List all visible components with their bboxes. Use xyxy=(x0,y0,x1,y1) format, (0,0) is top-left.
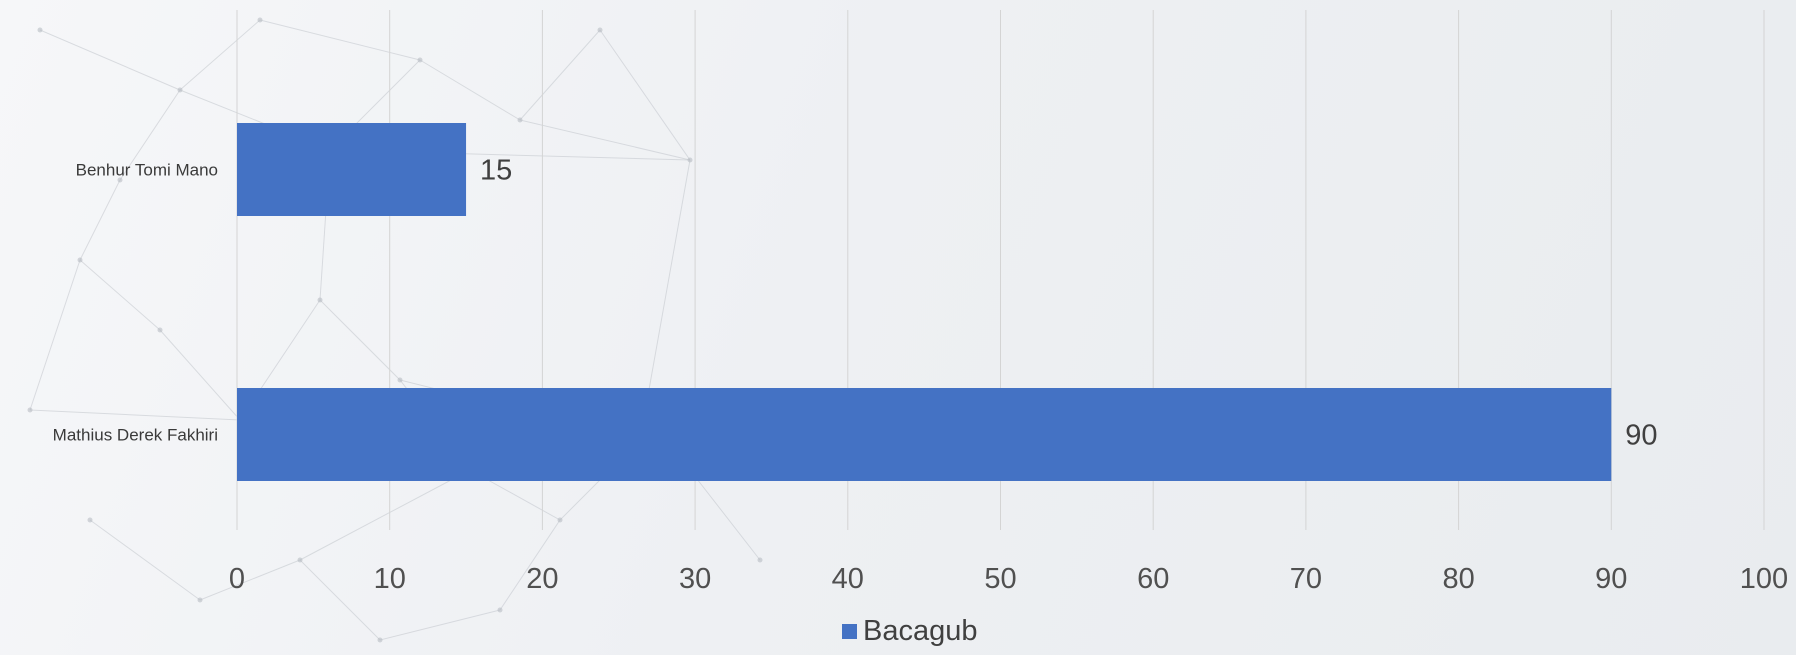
background-node xyxy=(77,257,83,263)
x-tick-label: 40 xyxy=(832,563,864,595)
x-tick-label: 60 xyxy=(1137,563,1169,595)
x-tick-label: 0 xyxy=(229,563,245,595)
background-node xyxy=(557,517,563,523)
background-node xyxy=(197,597,203,603)
background-link xyxy=(689,469,761,561)
background-node xyxy=(257,17,263,23)
background-node xyxy=(597,27,603,33)
background-link xyxy=(29,259,81,411)
background-node xyxy=(317,297,323,303)
data-label: 90 xyxy=(1625,420,1657,452)
x-tick-label: 70 xyxy=(1290,563,1322,595)
background-link xyxy=(419,59,521,121)
background-node xyxy=(377,637,383,643)
background-node xyxy=(757,557,763,563)
background-link xyxy=(379,609,501,641)
background-link xyxy=(39,29,181,91)
background-node xyxy=(497,607,503,613)
category-label: Mathius Derek Fakhiri xyxy=(53,426,218,445)
x-tick-label: 50 xyxy=(984,563,1016,595)
background-link xyxy=(159,329,241,421)
background-link xyxy=(519,119,691,161)
background-link xyxy=(199,559,301,601)
background-link xyxy=(259,19,421,61)
background-node xyxy=(37,27,43,33)
background-link xyxy=(499,519,561,611)
legend-swatch xyxy=(842,624,857,639)
background-link xyxy=(29,409,241,421)
background-node xyxy=(687,157,693,163)
background-link xyxy=(119,89,181,181)
bar xyxy=(237,123,467,216)
background-node xyxy=(177,87,183,93)
background-link xyxy=(179,19,261,91)
x-tick-label: 10 xyxy=(374,563,406,595)
background-link xyxy=(79,179,121,261)
x-tick-label: 80 xyxy=(1442,563,1474,595)
background-node xyxy=(117,177,123,183)
x-tick-label: 90 xyxy=(1595,563,1627,595)
x-tick-label: 100 xyxy=(1740,563,1788,595)
background-node xyxy=(87,517,93,523)
background-node xyxy=(517,117,523,123)
bar xyxy=(237,388,1612,481)
background-link xyxy=(519,29,601,121)
legend-label: Bacagub xyxy=(863,615,978,647)
data-label: 15 xyxy=(480,155,512,187)
background-link xyxy=(299,559,381,641)
background-node xyxy=(417,57,423,63)
category-label: Benhur Tomi Mano xyxy=(76,161,218,180)
background-node xyxy=(397,377,403,383)
background-link xyxy=(319,299,401,381)
x-tick-label: 20 xyxy=(526,563,558,595)
background-node xyxy=(297,557,303,563)
background-link xyxy=(299,469,471,561)
background-link xyxy=(79,259,161,331)
background-link xyxy=(89,519,201,601)
background-node xyxy=(27,407,33,413)
background-node xyxy=(157,327,163,333)
background-link xyxy=(599,29,691,161)
x-tick-label: 30 xyxy=(679,563,711,595)
